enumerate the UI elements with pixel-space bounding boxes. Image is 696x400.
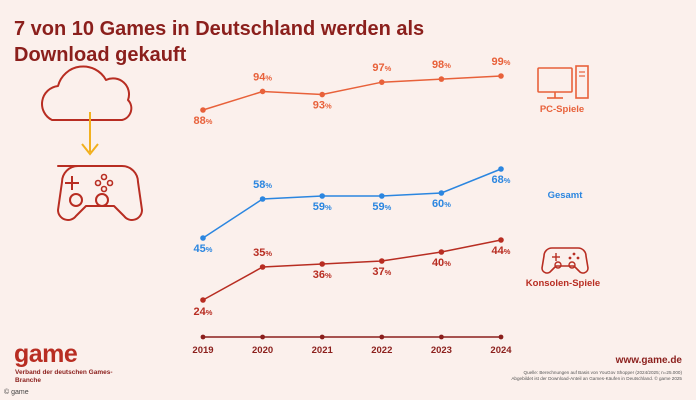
source-line: Abgebildet ist der Download-Anteil an Ga… <box>511 376 682 381</box>
x-tick-label: 2024 <box>490 345 512 356</box>
data-point <box>259 196 266 202</box>
data-point <box>438 190 445 196</box>
data-point <box>438 249 445 255</box>
data-label: 45% <box>194 243 213 255</box>
x-tick-label: 2020 <box>252 345 273 356</box>
x-axis-tick <box>379 334 385 340</box>
x-axis-tick <box>439 334 444 340</box>
data-label: 35% <box>253 247 272 259</box>
series-label: Gesamt <box>548 190 584 201</box>
x-axis-tick <box>319 334 325 340</box>
data-point <box>319 193 326 199</box>
data-label: 36% <box>313 269 332 281</box>
desktop-pc-icon <box>537 65 589 99</box>
series-line <box>202 168 502 239</box>
data-label: 99% <box>492 56 511 68</box>
data-label: 68% <box>492 174 511 186</box>
data-point <box>200 107 206 113</box>
data-label: 59% <box>313 201 332 213</box>
data-point <box>498 237 504 243</box>
data-label: 24% <box>194 306 213 318</box>
x-tick-label: 2021 <box>312 345 334 356</box>
data-label: 59% <box>372 201 391 213</box>
series-line <box>202 75 502 111</box>
series-line <box>202 239 502 301</box>
data-label: 94% <box>253 71 272 83</box>
data-label: 98% <box>432 59 451 71</box>
x-axis-tick <box>498 334 504 340</box>
series-label: PC-Spiele <box>540 104 584 115</box>
data-point <box>259 88 266 95</box>
data-point <box>319 91 326 98</box>
image-credit: © game <box>4 389 29 396</box>
x-tick-label: 2023 <box>431 345 452 356</box>
data-label: 88% <box>194 115 213 127</box>
x-axis-tick <box>200 334 206 340</box>
data-label: 60% <box>432 198 451 210</box>
data-label: 44% <box>492 245 511 257</box>
page-title: 7 von 10 Games in Deutschland werden als… <box>14 18 425 66</box>
data-label: 37% <box>372 266 391 278</box>
console-controller-icon <box>541 247 589 274</box>
source-note: Quelle: Berechnungen auf Basis von YouGo… <box>422 370 682 382</box>
game-logo: game <box>14 340 78 368</box>
data-point <box>319 261 326 267</box>
data-label: 58% <box>253 179 272 191</box>
data-label: 97% <box>372 62 391 74</box>
x-tick-label: 2019 <box>192 345 213 356</box>
data-point <box>379 258 385 264</box>
gamepad-icon <box>57 165 143 221</box>
data-point <box>200 235 206 241</box>
series-label: Konsolen-Spiele <box>526 278 600 289</box>
data-label: 93% <box>313 100 332 112</box>
x-axis-tick <box>260 334 265 340</box>
data-point <box>379 193 385 199</box>
logo-subtitle: Verband der deutschen Games-Branche <box>15 369 113 384</box>
x-tick-label: 2022 <box>371 345 392 356</box>
website-url: www.game.de <box>615 355 682 366</box>
cloud-download-icon <box>41 65 133 156</box>
data-point <box>259 264 266 270</box>
data-point <box>498 73 504 79</box>
data-point <box>200 297 206 303</box>
source-line: Quelle: Berechnungen auf Basis von YouGo… <box>523 370 682 375</box>
data-label: 40% <box>432 257 451 269</box>
data-point <box>498 166 504 172</box>
data-point <box>379 79 385 85</box>
data-point <box>438 76 445 82</box>
